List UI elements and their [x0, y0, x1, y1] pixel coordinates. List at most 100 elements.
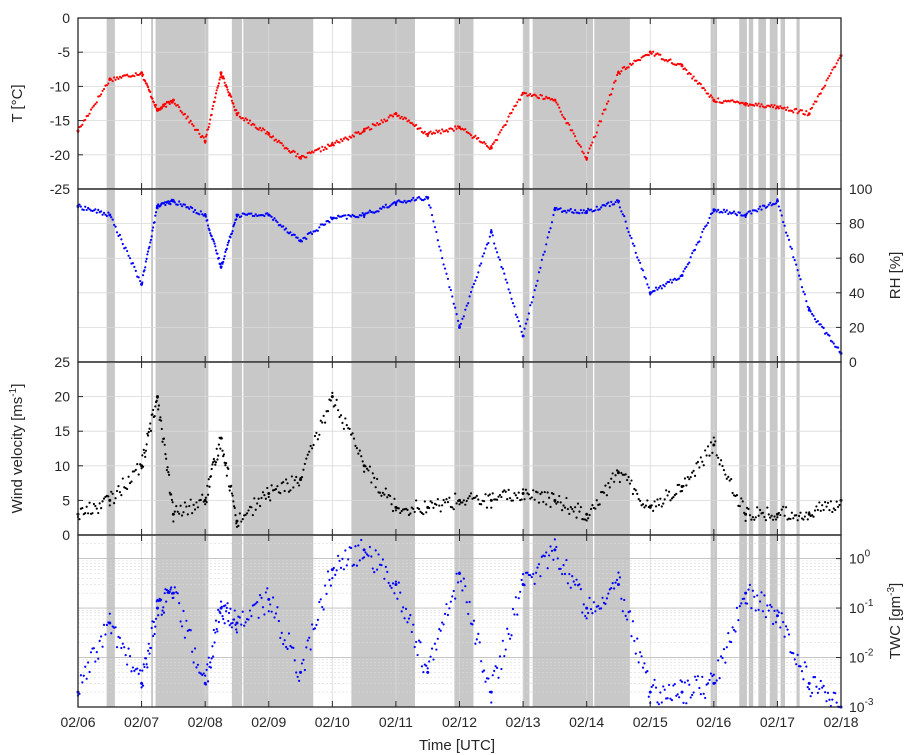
data-point [688, 478, 691, 481]
data-point [217, 82, 220, 85]
y-axis-title: TWC [gm-3] [886, 583, 904, 659]
data-point [454, 597, 457, 600]
data-point [235, 108, 238, 112]
data-point [362, 464, 366, 468]
data-point [225, 610, 228, 613]
data-point [211, 645, 214, 648]
data-point [803, 293, 806, 296]
x-tick-label: 02/08 [188, 714, 223, 730]
data-point [472, 135, 476, 139]
data-point [561, 509, 564, 512]
data-point [588, 596, 591, 599]
data-point [305, 457, 308, 460]
data-point [670, 699, 674, 702]
data-point [520, 330, 523, 333]
data-point [523, 498, 526, 501]
data-point [614, 79, 617, 82]
data-point [196, 663, 200, 666]
data-point [722, 648, 726, 651]
data-point [766, 506, 769, 509]
data-point [367, 469, 370, 472]
data-point [165, 457, 168, 460]
data-point [248, 609, 252, 612]
data-point [149, 422, 152, 425]
data-point [423, 500, 426, 503]
data-point [330, 568, 334, 572]
shaded-interval [758, 189, 766, 362]
data-point [377, 210, 380, 213]
data-point [464, 128, 467, 131]
data-point [171, 98, 175, 102]
data-point [705, 224, 708, 227]
data-point [513, 305, 516, 308]
data-point [227, 619, 230, 623]
data-point [279, 636, 282, 640]
shaded-interval [769, 535, 778, 707]
data-point [85, 677, 88, 680]
y-tick-label: 10-2 [849, 648, 874, 666]
data-point [182, 511, 185, 514]
data-point [219, 600, 223, 603]
data-point [316, 438, 319, 441]
data-point [393, 592, 396, 595]
data-point [652, 50, 655, 53]
data-point [238, 512, 241, 515]
data-point [588, 513, 591, 517]
data-point [257, 616, 260, 619]
data-point [394, 580, 398, 583]
data-point [186, 115, 189, 118]
data-point [365, 553, 369, 556]
data-point [818, 687, 821, 691]
data-point [279, 223, 282, 226]
data-point [537, 501, 541, 504]
data-point [108, 504, 111, 507]
data-point [407, 513, 411, 517]
data-point [547, 496, 551, 499]
data-point [81, 681, 84, 684]
data-point [435, 503, 438, 506]
data-point [623, 598, 626, 602]
data-point [653, 500, 656, 503]
data-point [572, 580, 575, 583]
data-point [430, 647, 434, 650]
data-point [417, 639, 421, 642]
data-point [556, 500, 559, 504]
data-point [244, 513, 247, 516]
data-point [571, 575, 574, 578]
data-point [303, 668, 306, 672]
data-point [620, 597, 623, 600]
data-point [579, 505, 582, 509]
data-point [404, 201, 408, 204]
y-axis-title-bracket: ] [9, 384, 26, 388]
data-point [774, 202, 778, 205]
data-point [465, 499, 468, 503]
data-point [214, 461, 218, 464]
data-point [825, 700, 828, 703]
data-point [146, 85, 150, 89]
data-point [718, 677, 721, 680]
data-point [282, 480, 285, 484]
data-point [82, 208, 85, 212]
data-point [394, 201, 398, 205]
data-point [322, 414, 325, 417]
data-point [445, 603, 448, 606]
data-point [209, 666, 213, 669]
data-point [620, 70, 623, 73]
shaded-interval [106, 535, 115, 707]
shaded-interval [780, 18, 786, 189]
data-point [640, 655, 643, 658]
data-point [443, 612, 447, 615]
data-point [257, 497, 260, 500]
data-point [171, 199, 175, 203]
data-point [203, 681, 207, 685]
data-point [763, 204, 766, 207]
data-point [685, 265, 688, 268]
data-point [449, 600, 452, 603]
data-point [493, 141, 496, 144]
data-point [179, 203, 182, 206]
data-point [180, 625, 184, 628]
data-point [141, 684, 145, 687]
data-point [260, 496, 263, 500]
data-point [458, 503, 461, 506]
data-point [467, 612, 470, 616]
